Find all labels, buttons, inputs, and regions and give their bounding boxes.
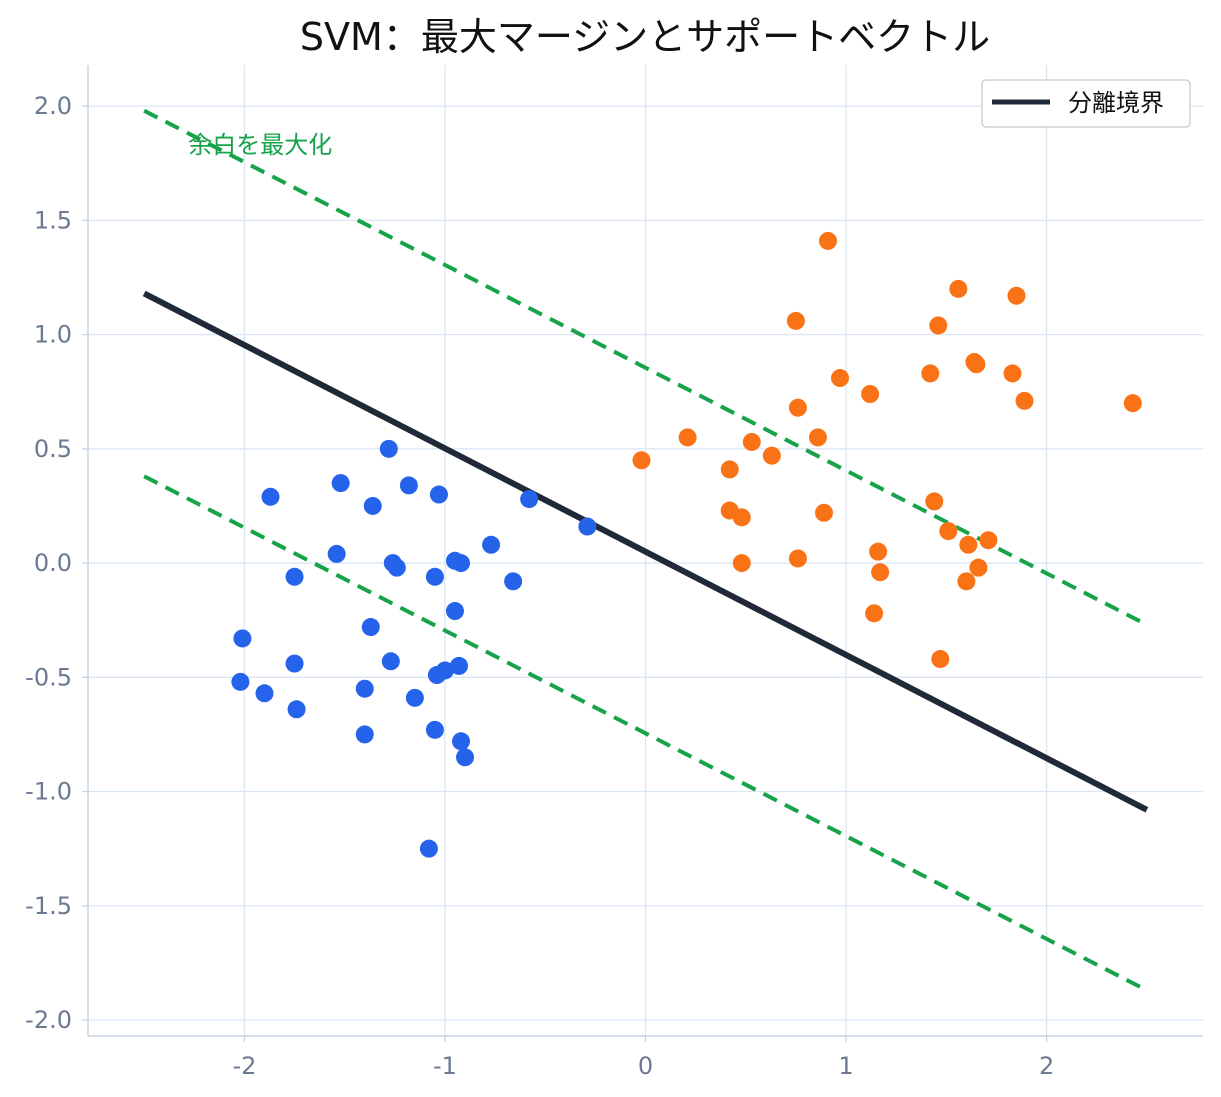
data-point-s0-20	[285, 654, 304, 673]
y-tick-label-1: -1.5	[25, 892, 72, 920]
data-point-s0-26	[255, 684, 274, 703]
data-point-s1-7	[831, 369, 850, 388]
data-point-s1-26	[959, 535, 978, 554]
data-point-s1-28	[732, 554, 751, 573]
data-point-s1-27	[869, 542, 888, 561]
data-point-s0-7	[578, 517, 597, 536]
data-point-s0-21	[381, 652, 400, 671]
data-point-s0-16	[504, 572, 523, 591]
data-point-s1-15	[742, 432, 761, 451]
data-point-s1-22	[732, 508, 751, 527]
data-point-s0-9	[327, 544, 346, 563]
data-point-s1-3	[786, 311, 805, 330]
data-point-s0-3	[261, 487, 280, 506]
x-tick-label-2: 0	[638, 1052, 653, 1080]
margin-line-1	[143, 474, 1148, 993]
data-point-s1-13	[788, 398, 807, 417]
data-point-s1-1	[949, 279, 968, 298]
chart-title: SVM：最大マージンとサポートベクトル	[300, 15, 990, 59]
data-point-s1-24	[939, 522, 958, 541]
y-tick-label-4: 0.0	[34, 549, 72, 577]
y-tick-label-8: 2.0	[34, 92, 72, 120]
data-point-s1-20	[925, 492, 944, 511]
data-points	[231, 231, 1142, 858]
y-tick-label-7: 1.5	[34, 206, 72, 234]
data-point-s0-29	[287, 700, 306, 719]
x-tick-label-4: 2	[1039, 1052, 1054, 1080]
data-point-s1-12	[1123, 394, 1142, 413]
annotation-label: 余白を最大化	[188, 131, 332, 159]
data-point-s1-9	[1003, 364, 1022, 383]
x-tick-label-0: -2	[232, 1052, 256, 1080]
data-point-s1-19	[720, 460, 739, 479]
data-point-s0-31	[355, 725, 374, 744]
data-point-s0-33	[456, 748, 475, 767]
y-tick-label-6: 1.0	[34, 321, 72, 349]
data-point-s1-0	[818, 231, 837, 250]
x-tick-label-3: 1	[838, 1052, 853, 1080]
x-tick-label-1: -1	[433, 1052, 457, 1080]
data-point-s1-18	[762, 446, 781, 465]
data-point-s0-5	[429, 485, 448, 504]
data-point-s1-10	[861, 384, 880, 403]
data-point-s1-34	[931, 650, 950, 669]
data-point-s1-23	[814, 503, 833, 522]
data-point-s1-2	[1007, 286, 1026, 305]
data-point-s0-13	[425, 567, 444, 586]
data-point-s0-18	[361, 618, 380, 637]
data-point-s0-2	[363, 496, 382, 515]
data-point-s1-25	[979, 531, 998, 550]
data-point-s0-12	[285, 567, 304, 586]
data-point-s0-24	[435, 661, 454, 680]
data-point-s0-30	[425, 720, 444, 739]
data-point-s0-1	[331, 474, 350, 493]
data-point-s1-29	[788, 549, 807, 568]
data-point-s1-31	[871, 563, 890, 582]
data-point-s0-27	[355, 679, 374, 698]
data-point-s1-16	[808, 428, 827, 447]
data-point-s0-22	[449, 656, 468, 675]
data-point-s0-11	[387, 558, 406, 577]
decision-boundary-line	[142, 290, 1149, 813]
data-point-s1-33	[865, 604, 884, 623]
data-point-s0-0	[379, 439, 398, 458]
data-point-s0-6	[520, 490, 539, 509]
data-point-s0-17	[445, 602, 464, 621]
data-point-s0-19	[233, 629, 252, 648]
annotation-layer: 余白を最大化	[188, 131, 332, 159]
y-tick-label-3: -0.5	[25, 663, 72, 691]
data-point-s1-32	[957, 572, 976, 591]
data-point-s0-15	[452, 554, 471, 573]
data-point-s0-34	[419, 839, 438, 858]
legend-label-boundary: 分離境界	[1068, 89, 1164, 117]
data-point-s1-14	[678, 428, 697, 447]
data-point-s0-8	[482, 535, 501, 554]
data-point-s0-28	[405, 688, 424, 707]
data-point-s1-8	[921, 364, 940, 383]
data-point-s0-32	[452, 732, 471, 751]
y-tick-label-5: 0.5	[34, 435, 72, 463]
data-point-s1-11	[1015, 391, 1034, 410]
data-point-s1-17	[632, 451, 651, 470]
y-tick-label-0: -2.0	[25, 1006, 72, 1034]
axis-ticks: -2 -1 0 1 2 -2.0 -1.5 -1.0 -0.5 0.0 0.5 1.0 1.5 2.0	[25, 92, 1054, 1080]
data-point-s1-30	[969, 558, 988, 577]
y-tick-label-2: -1.0	[25, 778, 72, 806]
legend: 分離境界	[981, 79, 1191, 128]
legend-box	[981, 79, 1191, 128]
data-point-s1-4	[929, 316, 948, 335]
data-point-s1-6	[967, 355, 986, 374]
data-point-s0-4	[399, 476, 418, 495]
data-point-s0-25	[231, 672, 250, 691]
